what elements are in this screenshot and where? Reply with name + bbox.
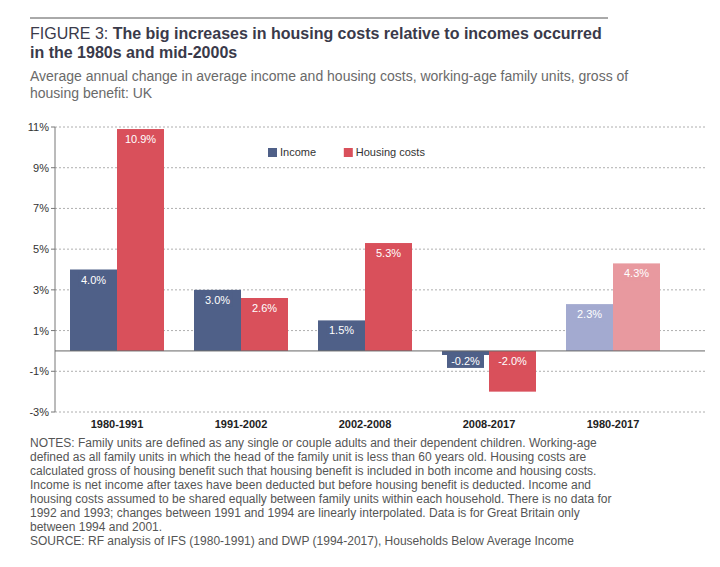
tick-mark — [51, 330, 55, 331]
data-label: 1.5% — [329, 324, 354, 336]
data-label: 5.3% — [376, 247, 401, 259]
legend-swatch — [344, 148, 353, 157]
tick-mark — [51, 371, 55, 372]
bar — [194, 290, 241, 351]
y-tick-label: -3% — [29, 406, 49, 418]
tick-mark — [51, 249, 55, 250]
bar — [566, 304, 613, 351]
title: FIGURE 3: The big increases in housing c… — [30, 24, 620, 62]
label-box — [202, 293, 233, 307]
label-box — [447, 354, 484, 368]
bars — [70, 129, 660, 392]
grid-line — [55, 127, 705, 128]
bar — [365, 243, 412, 351]
x-tick-label: 1980-1991 — [91, 418, 144, 430]
y-tick-label: 1% — [33, 325, 49, 337]
label-box — [78, 273, 109, 287]
label-box — [122, 132, 159, 146]
label-box — [621, 266, 652, 280]
y-tick-label: 3% — [33, 284, 49, 296]
zero-line — [55, 350, 705, 351]
y-tick-label: 9% — [33, 162, 49, 174]
bar — [318, 320, 365, 351]
legend-label: Housing costs — [356, 146, 426, 158]
y-tick-label: 11% — [28, 121, 49, 133]
data-label: 4.3% — [624, 267, 649, 279]
tick-mark — [51, 412, 55, 413]
tick-mark — [51, 289, 55, 290]
y-tick-label: -1% — [29, 365, 49, 377]
label-box — [326, 323, 357, 337]
legend-swatch — [268, 148, 277, 157]
subtitle: Average annual change in average income … — [30, 68, 640, 102]
bar — [613, 263, 660, 351]
label-box — [494, 354, 531, 368]
legend-label: Income — [280, 146, 316, 158]
y-axis — [55, 127, 56, 412]
top-rule — [30, 18, 608, 19]
data-label: 10.9% — [125, 133, 156, 145]
legend: Income Housing costs — [268, 146, 425, 158]
x-tick-label: 1991-2002 — [215, 418, 268, 430]
data-label: -0.2% — [451, 355, 480, 367]
grid: -3% -1% 1% 3% 5% 7% 9% 11% — [28, 121, 705, 418]
data-label: 2.6% — [252, 302, 277, 314]
bar — [117, 129, 164, 351]
tick-mark — [51, 127, 55, 128]
grid-line — [55, 412, 705, 413]
label-box — [574, 307, 605, 321]
bar — [70, 270, 117, 351]
data-label: 3.0% — [205, 294, 230, 306]
label-box — [249, 301, 280, 315]
title-lead: FIGURE 3: — [30, 25, 113, 42]
x-tick-label: 2002-2008 — [339, 418, 392, 430]
label-box — [373, 246, 404, 260]
data-label: -2.0% — [498, 355, 527, 367]
notes: NOTES: Family units are defined as any s… — [30, 436, 620, 534]
x-tick-label: 1980-2017 — [587, 418, 640, 430]
data-label: 4.0% — [81, 274, 106, 286]
y-tick-label: 7% — [33, 202, 49, 214]
data-label: 2.3% — [577, 308, 602, 320]
grid-line — [55, 371, 705, 372]
bar — [489, 351, 536, 392]
tick-mark — [51, 167, 55, 168]
source: SOURCE: RF analysis of IFS (1980-1991) a… — [30, 534, 620, 548]
tick-mark — [51, 208, 55, 209]
title-rest: The big increases in housing costs relat… — [30, 25, 602, 61]
bar — [241, 298, 288, 351]
data-labels: 4.0% 10.9% 3.0% 2.6% 1.5% 5.3% -0.2% -2.0% 2.3% 4… — [78, 132, 652, 368]
y-tick-label: 5% — [33, 243, 49, 255]
x-tick-label: 2008-2017 — [463, 418, 516, 430]
